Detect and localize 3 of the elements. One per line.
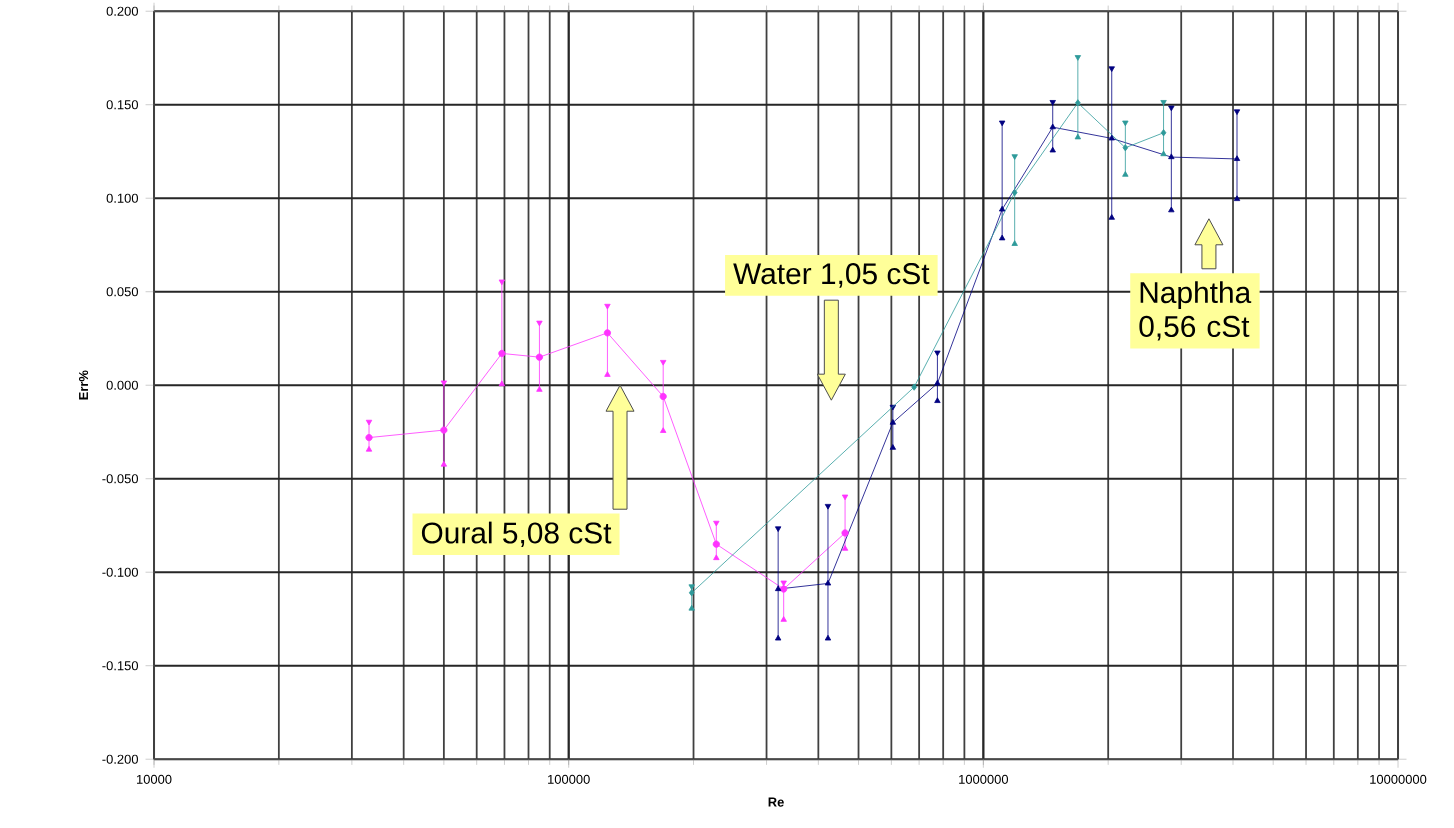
annotation: Naphtha 0,56 cSt (1139, 281, 1252, 341)
annotation: Water 1,05 cSt (733, 263, 930, 289)
annotation: Oural 5,08 cSt (421, 522, 612, 548)
